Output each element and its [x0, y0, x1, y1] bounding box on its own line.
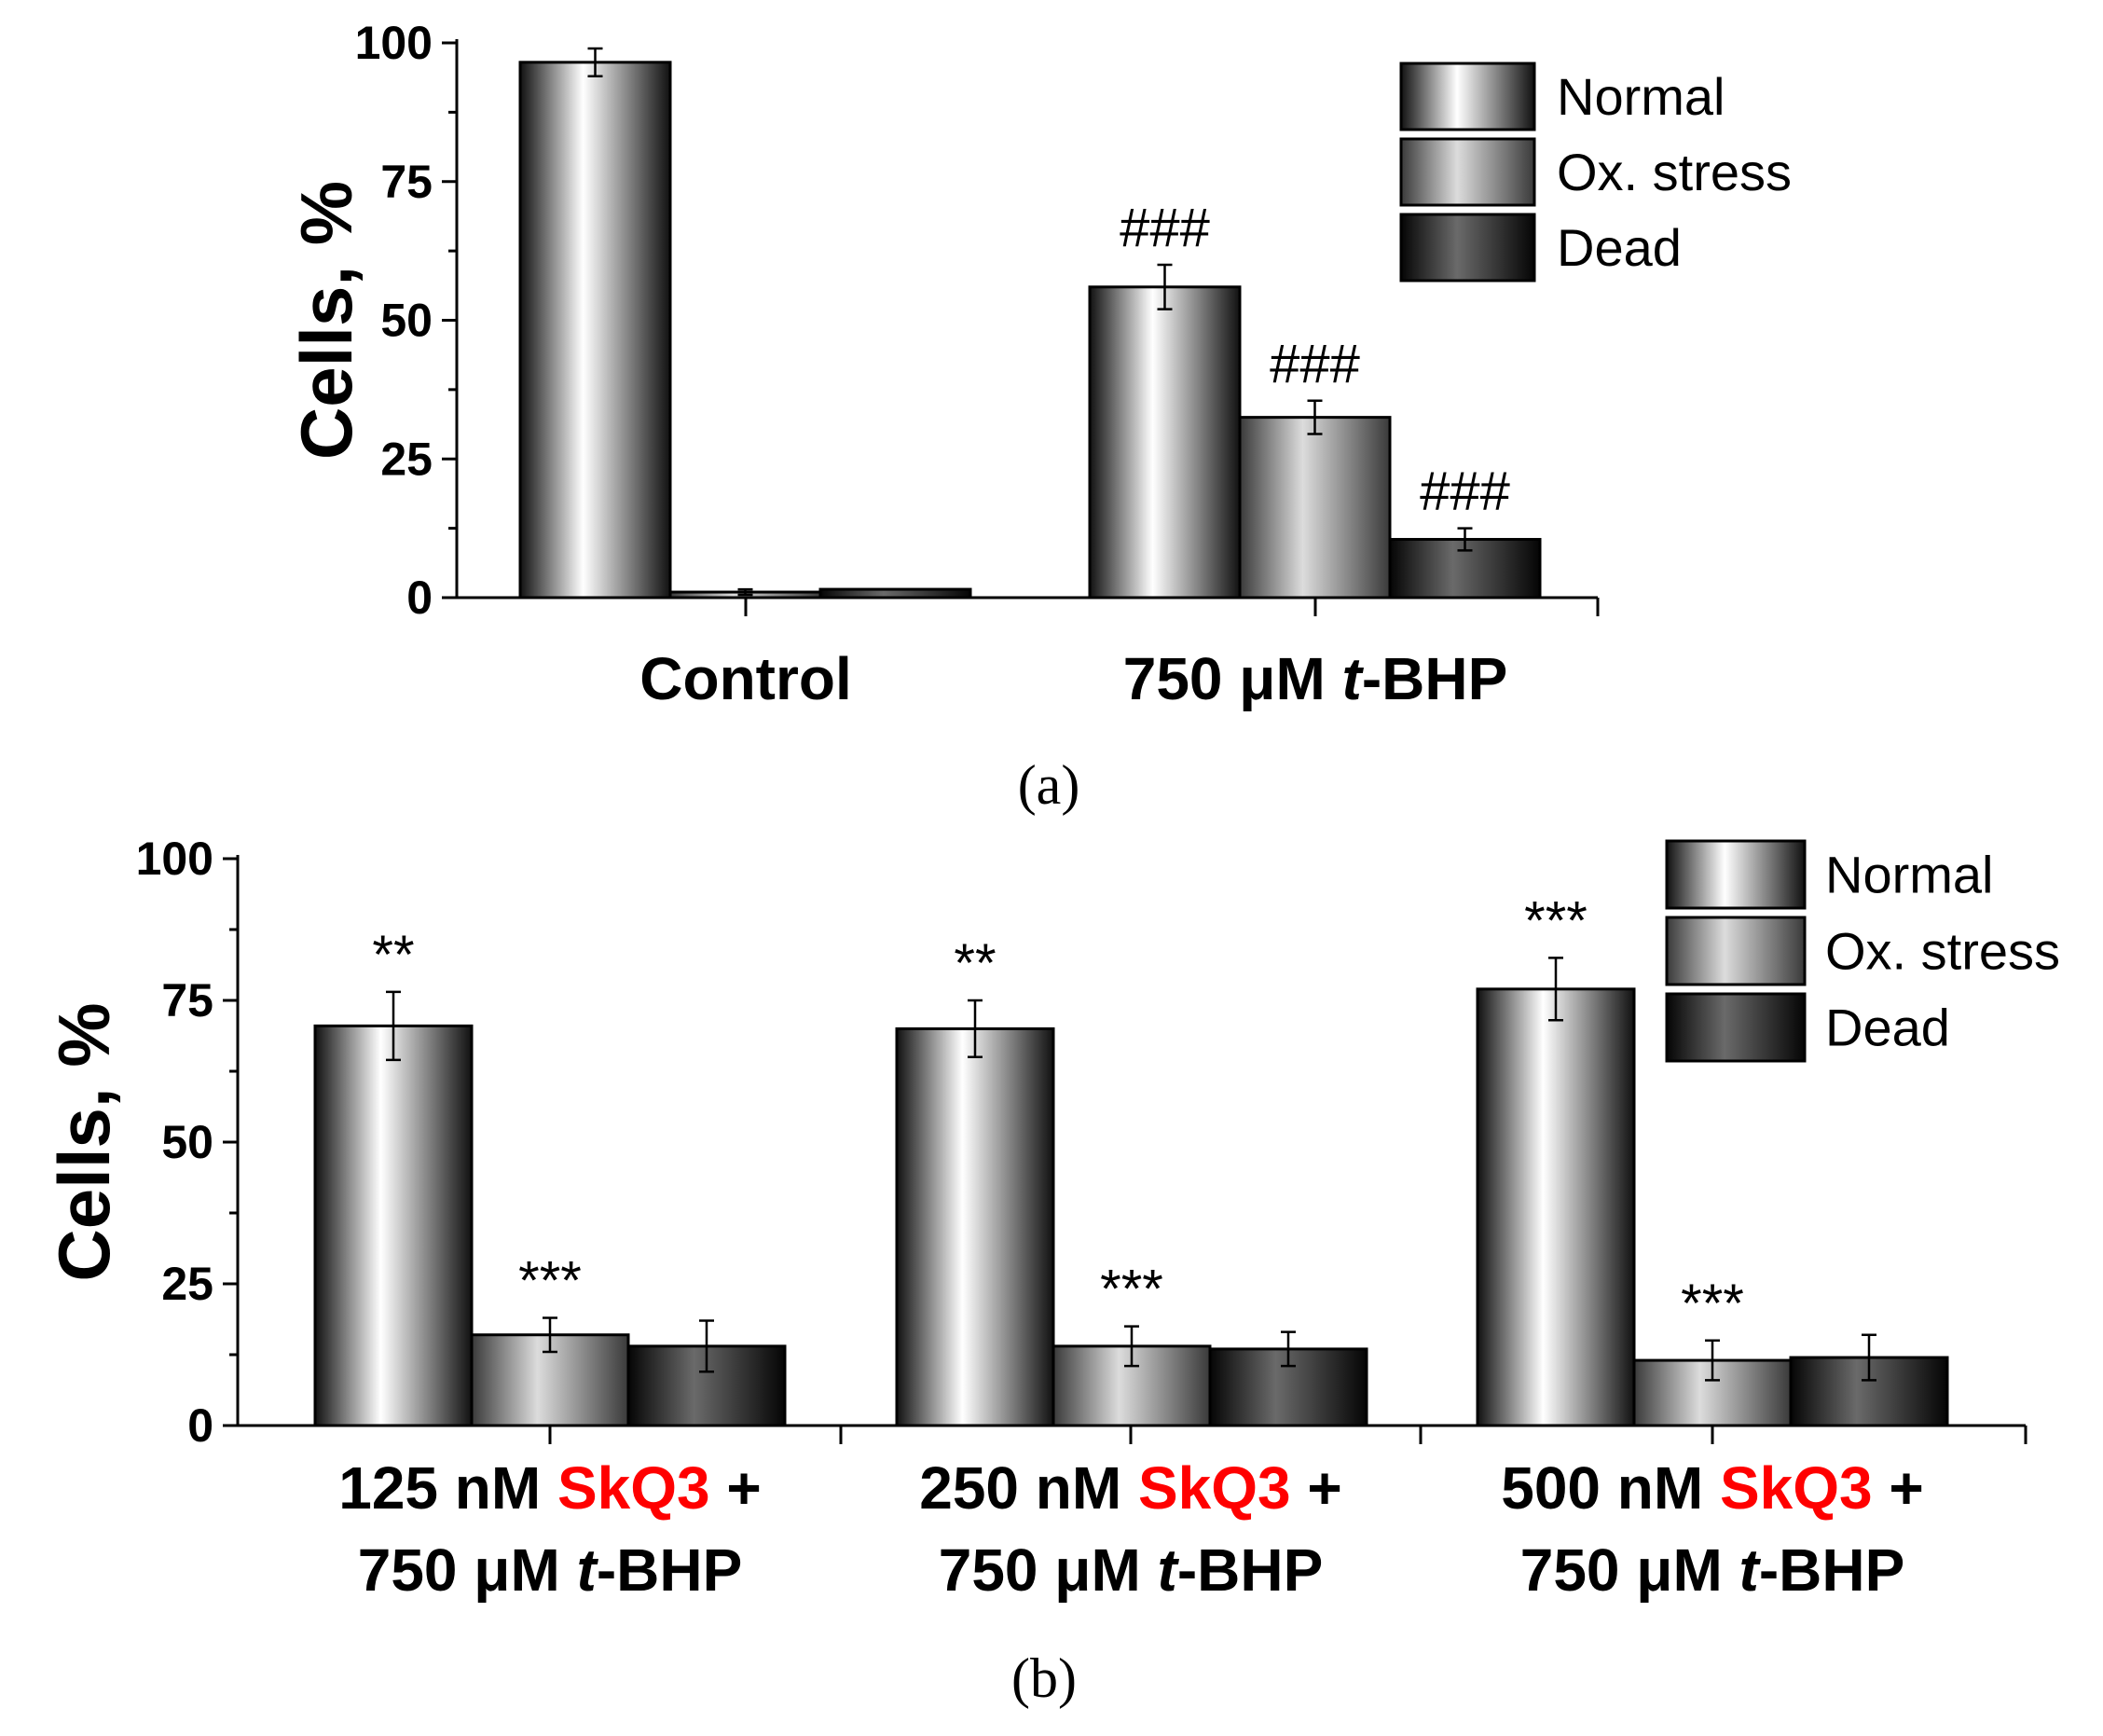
legend-label-dead: Dead [1557, 218, 1682, 277]
y-tick-label: 25 [380, 433, 433, 485]
legend-swatch-dead [1399, 213, 1536, 282]
legend-label-ox-stress: Ox. stress [1825, 922, 2060, 981]
category-label-part: Control [639, 645, 852, 712]
y-tick-label: 0 [406, 572, 433, 624]
error-bar-normal-2 [1157, 263, 1173, 310]
y-tick-label: 25 [161, 1258, 213, 1310]
category-label-part: SkQ3 [557, 1454, 710, 1522]
category-label-part: 250 nM [919, 1454, 1138, 1522]
category-label-line-1: 250 nM SkQ3 + [919, 1454, 1342, 1522]
panel-a-chart: Cells, % ### ### ### 0 25 50 75 100 Control 750 μM… [285, 17, 1792, 816]
legend-swatch-normal [1665, 839, 1807, 910]
bar-ox-stress-2 [1238, 416, 1392, 599]
bar-normal-1 [518, 61, 672, 599]
legend-swatch-normal [1399, 62, 1536, 131]
bar-dead-3 [1789, 1356, 1949, 1427]
category-label-part: 750 μM [939, 1536, 1158, 1604]
error-bar-dead-2 [1281, 1330, 1296, 1368]
error-bar-dead-1 [699, 1319, 714, 1373]
category-label-part: -BHP [1759, 1536, 1904, 1604]
significance-annotation: *** [1524, 890, 1588, 951]
legend-label-ox-stress: Ox. stress [1557, 143, 1792, 201]
category-label-line-2: 750 μM t-BHP [358, 1536, 743, 1604]
error-bar-normal-1 [386, 990, 401, 1062]
y-tick-label: 100 [355, 17, 433, 69]
significance-annotation: *** [1681, 1274, 1744, 1334]
error-bar-normal-2 [968, 999, 983, 1059]
category-label-line-1: 125 nM SkQ3 + [338, 1454, 762, 1522]
legend: Normal Ox. stress Dead [1399, 62, 1792, 282]
y-tick-label: 50 [161, 1116, 213, 1168]
category-label-part: + [1291, 1454, 1342, 1522]
category-label-part: -BHP [1362, 645, 1507, 712]
category-label-part: t [1739, 1536, 1762, 1604]
error-bar-ox-stress-1 [543, 1316, 557, 1354]
significance-annotation: ### [1270, 334, 1360, 394]
error-bar-normal-3 [1548, 957, 1563, 1022]
category-label-part: SkQ3 [1138, 1454, 1291, 1522]
y-tick-label: 50 [380, 295, 433, 347]
error-bar-ox-stress-3 [1705, 1339, 1720, 1382]
legend-label-normal: Normal [1825, 846, 1993, 904]
bar-normal-2 [1088, 285, 1242, 599]
category-label-part: t [1158, 1536, 1180, 1604]
error-bar-ox-stress-1 [737, 587, 753, 597]
category-label-part: 750 μM [1520, 1536, 1739, 1604]
bar-normal-2 [895, 1026, 1055, 1427]
error-bar-ox-stress-2 [1307, 399, 1323, 435]
category-label-part: 500 nM [1501, 1454, 1720, 1522]
y-tick-label: 75 [380, 156, 433, 208]
error-bar-ox-stress-2 [1124, 1325, 1139, 1368]
significance-annotation: ** [372, 925, 414, 985]
category-label-part: t [1342, 645, 1365, 712]
legend-swatch-ox-stress [1399, 137, 1536, 207]
significance-annotation: ** [954, 933, 996, 994]
legend-label-dead: Dead [1825, 999, 1950, 1057]
y-tick-label: 100 [136, 833, 213, 885]
category-label-line-2: 750 μM t-BHP [939, 1536, 1324, 1604]
category-label-part: SkQ3 [1720, 1454, 1873, 1522]
y-axis-label: Cells, % [285, 181, 367, 460]
y-tick-label: 75 [161, 974, 213, 1026]
legend-label-normal: Normal [1557, 67, 1725, 126]
panel-label: (b) [1011, 1647, 1077, 1709]
category-label: Control [639, 645, 852, 712]
error-bar-dead-3 [1862, 1333, 1876, 1382]
significance-annotation: ### [1120, 198, 1210, 258]
category-label-part: 750 μM [1123, 645, 1342, 712]
category-label-part: 125 nM [338, 1454, 557, 1522]
y-tick-label: 0 [187, 1399, 213, 1452]
category-label-part: -BHP [597, 1536, 742, 1604]
category-label-part: + [1873, 1454, 1924, 1522]
category-label: 750 μM t-BHP [1123, 645, 1508, 712]
y-axis-label: Cells, % [43, 1002, 125, 1281]
category-label-line-2: 750 μM t-BHP [1520, 1536, 1905, 1604]
category-label-part: + [710, 1454, 762, 1522]
panel-label: (a) [1018, 754, 1080, 816]
error-bar-normal-1 [587, 47, 603, 77]
significance-annotation: *** [1100, 1260, 1163, 1320]
significance-annotation: *** [518, 1250, 582, 1311]
bar-normal-3 [1476, 987, 1636, 1427]
significance-annotation: ### [1420, 462, 1510, 522]
bar-normal-1 [313, 1024, 474, 1427]
category-label-part: t [577, 1536, 599, 1604]
legend-swatch-ox-stress [1665, 916, 1807, 986]
error-bar-dead-2 [1457, 527, 1473, 552]
legend-swatch-dead [1665, 992, 1807, 1063]
category-label-line-1: 500 nM SkQ3 + [1501, 1454, 1924, 1522]
category-label-part: 750 μM [358, 1536, 577, 1604]
category-label-part: -BHP [1177, 1536, 1323, 1604]
legend: Normal Ox. stress Dead [1665, 839, 2060, 1063]
